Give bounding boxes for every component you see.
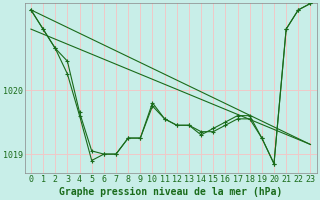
X-axis label: Graphe pression niveau de la mer (hPa): Graphe pression niveau de la mer (hPa): [59, 186, 282, 197]
